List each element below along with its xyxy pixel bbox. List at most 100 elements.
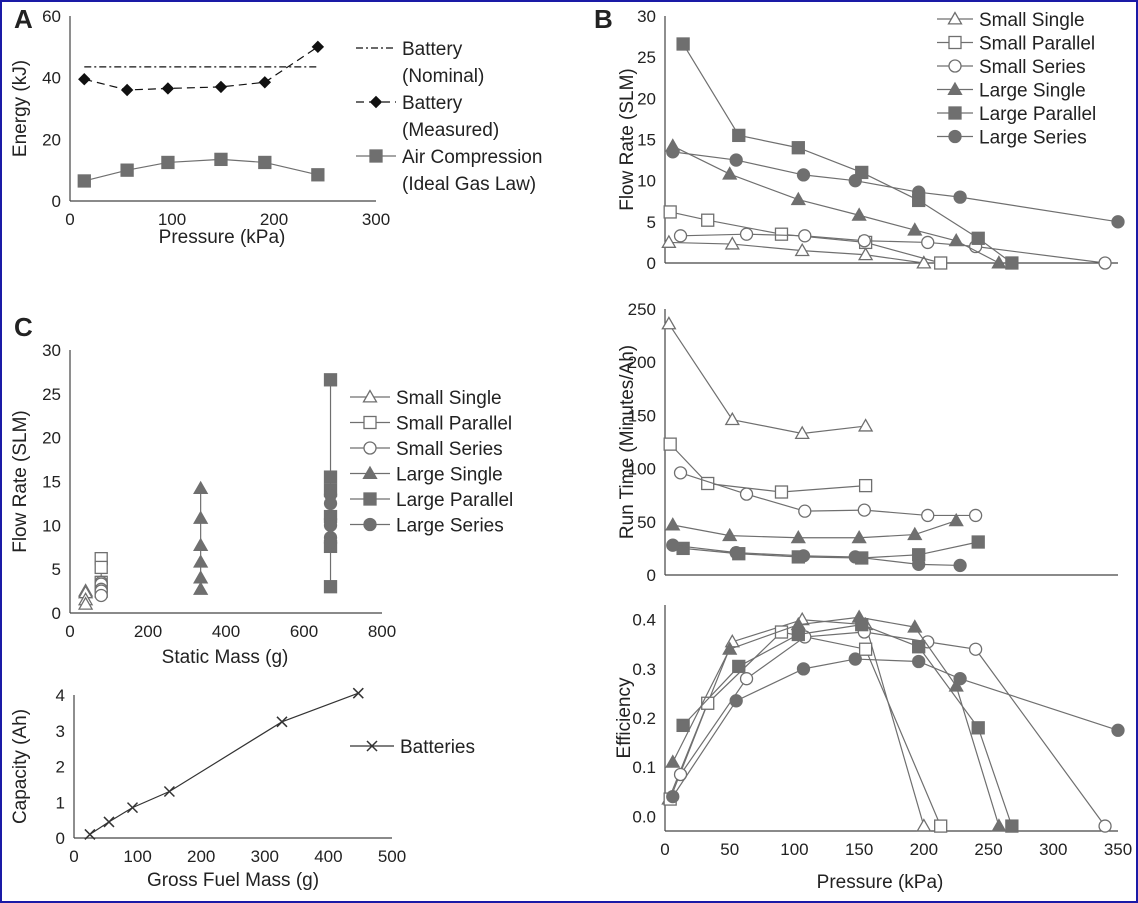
data-point [934,819,948,833]
data-point [851,207,867,221]
legend-marker [948,129,962,144]
data-point [673,767,688,782]
data-point [78,73,91,86]
legend-label: Small Single [979,10,1085,31]
data-point [120,83,134,97]
panel-label-a: A [14,4,33,34]
legend-label: (Nominal) [402,66,484,87]
data-point [673,229,688,243]
y-axis-label: Flow Rate (SLM) [617,68,638,211]
y-tick-label: 0 [647,566,656,585]
series-line [89,692,359,835]
y-tick-label: 20 [637,89,656,108]
y-tick-label: 3 [56,722,65,741]
data-point [701,696,715,710]
data-point [193,570,209,584]
data-point [791,627,805,642]
data-point [991,818,1007,832]
y-tick-label: 60 [42,7,61,26]
series-small-single [77,583,94,610]
series-small-series [94,575,108,603]
x-tick-label: 400 [314,847,342,866]
y-tick-label: 30 [637,7,656,26]
data-point [1005,819,1019,833]
data-point [907,526,923,541]
data-point [1098,256,1112,270]
series-line [672,544,961,567]
legend-marker [366,740,378,752]
y-tick-label: 20 [42,429,61,448]
y-tick-label: 0 [647,254,656,273]
x-tick-label: 400 [212,622,240,641]
data-point [848,652,862,666]
data-point [774,227,789,241]
data-point [323,518,338,532]
data-point [968,642,983,656]
legend-label: (Ideal Gas Law) [402,174,536,195]
data-point [912,557,926,572]
y-axis-label: Efficiency [614,677,635,758]
data-point [796,549,811,563]
data-point [258,76,272,89]
y-tick-label: 10 [637,172,656,191]
data-point [701,213,715,227]
data-point [214,80,228,94]
series-line [682,43,1013,264]
y-tick-label: 10 [42,516,61,535]
series-small-parallel [663,625,948,833]
data-point [858,642,873,656]
data-point [948,512,964,527]
chart-a: 0 20 40 60 0 100 200 300 Pressure (kPa) Energy (k… [10,7,542,248]
legend: Battery (Nominal) Battery (Measured) Air Com… [356,39,542,195]
data-point [311,40,325,54]
x-axis-label: Static Mass (g) [162,647,289,668]
data-point [921,508,935,523]
y-tick-label: 100 [628,460,656,479]
y-tick-label: 15 [637,131,656,150]
data-point [798,229,812,243]
data-point [934,256,948,270]
data-point [971,721,985,735]
data-point [193,537,209,552]
data-point [77,174,91,188]
data-point [1005,256,1019,270]
data-point [858,478,873,493]
legend-marker [948,106,962,120]
y-axis-label: Capacity (Ah) [10,709,31,824]
x-axis-label: Pressure (kPa) [817,872,944,893]
data-point [729,694,743,708]
legend-label: Large Single [979,81,1086,102]
data-point [857,503,871,517]
x-tick-label: 300 [362,210,390,229]
data-point [796,168,811,182]
legend-label: Small Single [396,388,502,409]
data-point [84,828,96,840]
legend-label: Large Series [396,516,504,537]
y-tick-label: 0 [52,192,61,211]
data-point [848,550,862,564]
data-point [794,242,810,257]
x-tick-label: 150 [845,840,873,859]
data-point [971,535,985,549]
data-point [193,510,209,524]
x-tick-label: 200 [260,210,288,229]
data-point [907,619,923,633]
y-tick-label: 0.4 [632,611,656,630]
legend-marker [363,517,377,532]
series-air-compression-ideal-gas-law- [77,152,325,188]
series-small-series [673,466,983,523]
legend-label: Small Parallel [979,34,1095,55]
data-point [724,236,740,250]
data-point [794,425,810,440]
data-point [732,128,746,143]
legend-marker [947,11,963,25]
series-line [668,241,924,264]
data-point [258,155,272,170]
data-point [94,588,108,603]
y-tick-label: 4 [56,686,65,705]
data-point [953,672,967,686]
data-point [722,641,738,655]
data-point [161,82,175,95]
data-point [663,205,677,219]
